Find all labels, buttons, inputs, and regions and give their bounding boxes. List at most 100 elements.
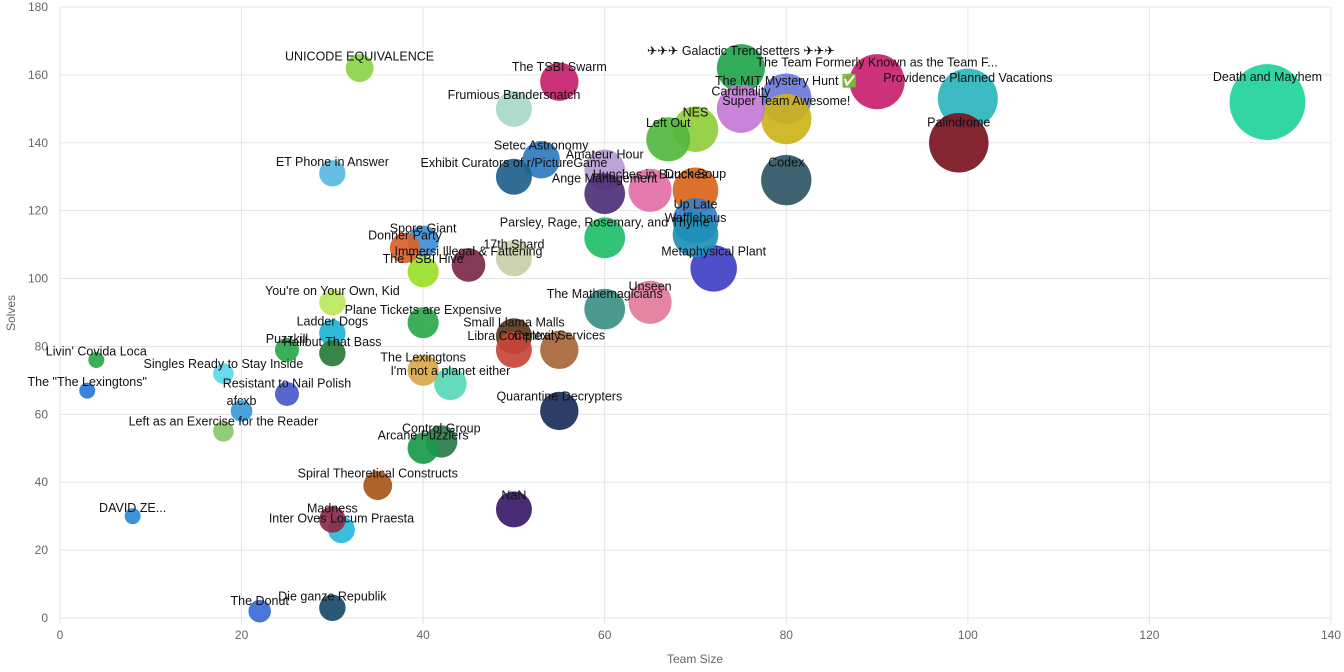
- bubble-label: Setec Astronomy: [494, 138, 589, 152]
- bubble-label: Exhibit Curators of r/PictureGame: [420, 156, 607, 170]
- bubble-point[interactable]: [434, 367, 467, 401]
- y-tick-label: 40: [35, 475, 49, 489]
- bubble-point[interactable]: [407, 256, 439, 288]
- bubble-label: The Donut: [231, 594, 290, 608]
- y-tick-label: 160: [28, 68, 48, 82]
- bubble-label: Left as an Exercise for the Reader: [129, 415, 319, 429]
- bubble-point[interactable]: [522, 141, 560, 179]
- bubble-point[interactable]: [451, 248, 486, 282]
- grid: [59, 6, 1332, 624]
- bubble-point[interactable]: [124, 508, 141, 525]
- bubble-point[interactable]: [761, 93, 812, 145]
- bubble-label: DAVID ZE...: [99, 501, 166, 515]
- bubble-point[interactable]: [230, 400, 253, 422]
- y-tick-label: 120: [28, 204, 48, 218]
- bubble-point[interactable]: [88, 352, 105, 369]
- bubble-point[interactable]: [495, 240, 532, 277]
- bubble-point[interactable]: [319, 594, 346, 622]
- bubble-label: Frumious Bandersnatch: [448, 88, 581, 102]
- bubble-label: Duck Soup: [665, 167, 726, 181]
- bubble-label: Up Late: [674, 197, 718, 211]
- bubble-point[interactable]: [345, 54, 374, 83]
- y-tick-label: 20: [35, 543, 49, 557]
- bubble-point[interactable]: [584, 217, 626, 259]
- y-tick-label: 180: [28, 0, 48, 14]
- bubble-label: Left Out: [646, 116, 691, 130]
- bubble-point[interactable]: [248, 599, 272, 623]
- bubble-point[interactable]: [495, 491, 532, 528]
- bubble-label: Cardinality: [711, 85, 771, 99]
- bubble-point[interactable]: [628, 280, 672, 324]
- bubble-point[interactable]: [540, 62, 579, 101]
- y-tick-label: 100: [28, 272, 48, 286]
- bubble-label: The TSBI Swarm: [512, 60, 607, 74]
- bubble-label: ET Phone in Answer: [276, 155, 389, 169]
- bubble-point[interactable]: [540, 330, 579, 370]
- bubble-label: afcxb: [227, 394, 257, 408]
- bubble-point[interactable]: [716, 84, 765, 133]
- bubble-label: Codex: [768, 155, 805, 169]
- bubble-label: Madness: [307, 501, 358, 515]
- y-tick-label: 140: [28, 136, 48, 150]
- bubble-label: You're on Your Own, Kid: [265, 284, 400, 298]
- bubble-point[interactable]: [407, 354, 439, 386]
- bubble-label: Parsley, Rage, Rosemary, and Thyme: [500, 216, 710, 230]
- bubble-label: Wafflehaus: [665, 211, 727, 225]
- bubble-label: Metaphysical Plant: [661, 245, 766, 259]
- bubble-point[interactable]: [363, 471, 393, 501]
- bubble-label: Spiral Theoretical Constructs: [298, 467, 458, 481]
- bubble-label: Quarantine Decrypters: [496, 389, 622, 403]
- bubble-label: Resistant to Nail Polish: [223, 376, 352, 390]
- bubble-label: UNICODE EQUIVALENCE: [285, 49, 434, 63]
- x-tick-label: 20: [235, 628, 249, 642]
- bubble-point[interactable]: [389, 232, 421, 264]
- bubble-point[interactable]: [672, 211, 719, 258]
- bubble-label: Die ganze Republik: [278, 590, 387, 604]
- bubble-point[interactable]: [628, 168, 672, 212]
- bubble-point[interactable]: [79, 382, 96, 399]
- bubble-point[interactable]: [407, 307, 439, 339]
- bubble-point[interactable]: [319, 506, 346, 533]
- bubble-point[interactable]: [495, 158, 532, 195]
- bubble-label: Singles Ready to Stay Inside: [144, 357, 304, 371]
- bubble-point[interactable]: [319, 340, 346, 367]
- bubble-point[interactable]: [646, 117, 691, 162]
- bubble-label: Spore Giant: [390, 222, 457, 236]
- bubble-label: Palindrome: [927, 115, 990, 129]
- bubble-point[interactable]: [690, 245, 737, 292]
- bubble-label: Death and Mayhem: [1213, 70, 1322, 84]
- bubble-point[interactable]: [319, 160, 346, 187]
- bubble-point[interactable]: [213, 363, 234, 384]
- x-tick-label: 120: [1139, 628, 1159, 642]
- bubble-label: Central Services: [513, 328, 605, 342]
- bubble-point[interactable]: [407, 432, 439, 464]
- bubble-point[interactable]: [849, 54, 905, 110]
- bubble-point[interactable]: [584, 173, 626, 215]
- bubble-point[interactable]: [1229, 64, 1306, 140]
- bubble-point[interactable]: [540, 391, 579, 431]
- bubble-point[interactable]: [716, 44, 765, 93]
- bubble-label: Donner Party: [368, 229, 442, 243]
- bubble-point[interactable]: [319, 319, 346, 347]
- x-tick-label: 100: [958, 628, 978, 642]
- bubble-point[interactable]: [761, 154, 812, 206]
- bubble-point[interactable]: [213, 420, 234, 442]
- bubble-label: The MIT Mystery Hunt ✅: [715, 73, 857, 88]
- bubble-label: Unseen: [629, 279, 672, 293]
- bubble-label: The Team Formerly Known as the Team F...: [756, 55, 997, 69]
- bubble-point[interactable]: [274, 381, 299, 406]
- bubble-point[interactable]: [929, 113, 989, 173]
- bubble-label: 17th Shard: [483, 237, 544, 251]
- bubble-label: I'm not a planet either: [390, 364, 510, 378]
- bubbles: [79, 44, 1306, 623]
- bubble-label: Libra Complexity: [467, 329, 561, 343]
- bubble-point[interactable]: [274, 337, 299, 362]
- bubble-point[interactable]: [495, 331, 532, 368]
- bubble-point[interactable]: [319, 289, 346, 316]
- bubble-point[interactable]: [495, 90, 532, 127]
- bubble-label: Immersi Illegal & Fattening: [395, 245, 543, 259]
- bubble-label: The Mathemagicians: [547, 287, 663, 301]
- bubble-point[interactable]: [584, 288, 626, 330]
- bubble-label: Inter Oves Locum Praesta: [269, 511, 414, 525]
